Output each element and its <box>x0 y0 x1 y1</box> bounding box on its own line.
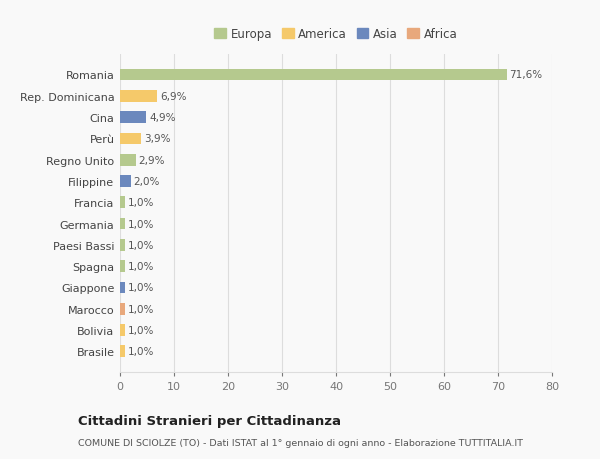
Text: COMUNE DI SCIOLZE (TO) - Dati ISTAT al 1° gennaio di ogni anno - Elaborazione TU: COMUNE DI SCIOLZE (TO) - Dati ISTAT al 1… <box>78 438 523 447</box>
Bar <box>120 240 125 251</box>
Bar <box>120 261 125 272</box>
Text: 1,0%: 1,0% <box>128 219 154 229</box>
Text: 1,0%: 1,0% <box>128 347 154 357</box>
Text: 2,0%: 2,0% <box>133 177 160 186</box>
Text: 1,0%: 1,0% <box>128 198 154 208</box>
Bar <box>120 325 125 336</box>
Bar <box>120 197 125 209</box>
Text: 1,0%: 1,0% <box>128 262 154 272</box>
Text: 1,0%: 1,0% <box>128 325 154 335</box>
Bar <box>120 282 125 294</box>
Text: 3,9%: 3,9% <box>144 134 170 144</box>
Text: 4,9%: 4,9% <box>149 113 176 123</box>
Bar <box>120 69 506 81</box>
Text: 71,6%: 71,6% <box>509 70 542 80</box>
Text: 1,0%: 1,0% <box>128 304 154 314</box>
Text: 2,9%: 2,9% <box>139 155 165 165</box>
Bar <box>120 155 136 166</box>
Bar <box>120 91 157 102</box>
Bar <box>120 218 125 230</box>
Bar <box>120 346 125 358</box>
Legend: Europa, America, Asia, Africa: Europa, America, Asia, Africa <box>209 23 463 45</box>
Bar <box>120 112 146 123</box>
Bar <box>120 176 131 187</box>
Text: Cittadini Stranieri per Cittadinanza: Cittadini Stranieri per Cittadinanza <box>78 414 341 428</box>
Text: 1,0%: 1,0% <box>128 241 154 250</box>
Bar <box>120 133 141 145</box>
Text: 1,0%: 1,0% <box>128 283 154 293</box>
Bar <box>120 303 125 315</box>
Text: 6,9%: 6,9% <box>160 92 187 101</box>
